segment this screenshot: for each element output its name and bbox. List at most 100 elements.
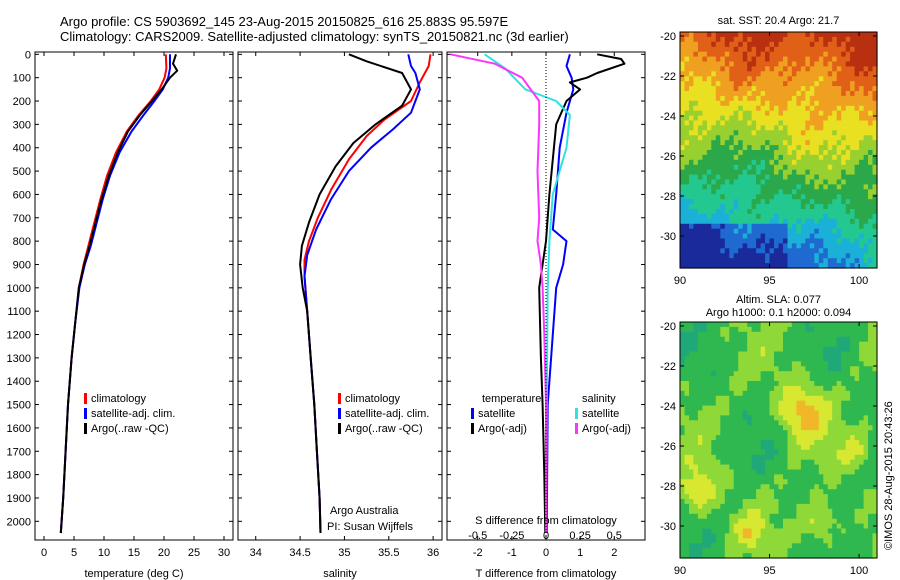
sla-map-cell xyxy=(863,469,869,475)
sst-map-cell xyxy=(715,140,721,146)
sst-map-cell xyxy=(845,86,851,92)
sla-map-cell xyxy=(863,415,869,421)
sst-map-cell xyxy=(756,135,762,141)
sla-map-cell xyxy=(841,518,847,525)
sla-map-cell xyxy=(832,381,838,387)
sst-map-cell xyxy=(868,179,874,185)
sst-map-cell xyxy=(774,66,780,72)
sla-map-cell xyxy=(724,548,730,554)
sla-map-cell xyxy=(850,425,856,431)
sla-map-cell xyxy=(787,336,793,343)
sla-map-cell xyxy=(805,553,811,559)
sst-map-cell xyxy=(747,150,753,156)
sla-map-cell xyxy=(711,499,717,505)
sla-map-cell xyxy=(724,553,730,559)
sla-map-cell xyxy=(854,322,860,328)
sst-map-cell xyxy=(693,228,699,235)
sla-map-cell xyxy=(774,322,780,328)
sla-map-cell xyxy=(769,553,775,559)
sst-map-cell xyxy=(859,184,865,190)
sla-map-xtick-label: 100 xyxy=(850,565,868,577)
sla-map-cell xyxy=(827,326,833,333)
sst-map-cell xyxy=(769,125,775,131)
sst-map-cell xyxy=(742,189,748,195)
temperature-legend-swatch xyxy=(84,423,87,434)
sst-map-cell xyxy=(680,140,686,146)
sst-map-cell xyxy=(800,223,806,230)
sla-map-cell xyxy=(680,410,686,416)
sla-map-cell xyxy=(787,464,793,471)
sst-map-cell xyxy=(733,125,739,131)
sst-map-cell xyxy=(774,110,780,117)
sst-map-cell xyxy=(715,243,721,249)
sst-map-cell xyxy=(720,199,726,205)
sst-map-cell xyxy=(774,76,780,82)
sla-map-cell xyxy=(791,356,797,362)
sla-map-cell xyxy=(823,449,829,456)
sst-map-cell xyxy=(832,174,838,181)
sla-map-cell xyxy=(827,523,833,530)
sla-map-cell xyxy=(689,528,695,534)
sla-map-cell xyxy=(733,322,739,328)
sla-map-cell xyxy=(684,508,690,515)
sla-map-cell xyxy=(805,405,811,412)
sst-map-cell xyxy=(814,130,820,136)
sla-map-cell xyxy=(760,331,766,338)
sst-map-cell xyxy=(859,194,865,200)
sst-map-cell xyxy=(841,125,847,131)
sst-map-cell xyxy=(711,218,717,225)
sla-map-cell xyxy=(805,444,811,451)
sst-map-cell xyxy=(778,41,784,48)
sla-map-cell xyxy=(859,444,865,451)
sla-map-cell xyxy=(814,322,820,328)
sst-map-cell xyxy=(711,105,717,112)
sst-map-cell xyxy=(796,184,802,190)
sst-map-cell xyxy=(774,100,780,107)
sst-map-cell xyxy=(814,238,820,244)
difference-x2label: S difference from climatology xyxy=(475,515,617,527)
sst-map-cell xyxy=(818,115,824,122)
sst-map-cell xyxy=(715,164,721,171)
sla-map-cell xyxy=(845,533,851,539)
sst-map-cell xyxy=(742,150,748,156)
sst-map-cell xyxy=(747,100,753,107)
sst-map-cell xyxy=(827,204,833,210)
sla-map-cell xyxy=(845,410,851,416)
sst-map-cell xyxy=(684,105,690,112)
sst-map-cell xyxy=(791,218,797,225)
sla-map-cell xyxy=(841,484,847,490)
sst-map-cell xyxy=(697,145,703,151)
sla-map-cell xyxy=(724,528,730,534)
sst-map-ytick-label: -22 xyxy=(660,71,676,83)
sst-map-cell xyxy=(841,189,847,195)
sla-map-cell xyxy=(706,435,712,441)
sst-map-cell xyxy=(689,130,695,136)
sst-map-cell xyxy=(863,159,869,166)
sla-map-cell xyxy=(796,449,802,456)
sla-map-cell xyxy=(783,553,789,559)
sst-map-cell xyxy=(872,154,878,161)
sla-map-cell xyxy=(800,523,806,530)
sst-map-cell xyxy=(863,218,869,225)
sla-map-cell xyxy=(769,430,775,436)
sla-map-cell xyxy=(684,499,690,505)
sst-map-cell xyxy=(774,91,780,97)
sst-map-cell xyxy=(751,76,757,82)
sla-map-cell xyxy=(809,479,815,485)
sst-map-cell xyxy=(832,105,838,112)
sla-map-cell xyxy=(693,410,699,416)
sst-map-cell xyxy=(787,95,793,102)
sla-map-cell xyxy=(747,410,753,416)
sla-map-cell xyxy=(809,464,815,471)
sst-map-cell xyxy=(863,209,869,215)
sla-map-cell xyxy=(845,425,851,431)
sla-map-cell xyxy=(809,494,815,500)
sla-map-cell xyxy=(823,440,829,446)
sla-map-cell xyxy=(868,385,874,392)
sst-map-cell xyxy=(823,194,829,200)
sla-map-cell xyxy=(832,415,838,421)
sst-map-cell xyxy=(724,105,730,112)
sst-map-cell xyxy=(805,218,811,225)
sla-map-cell xyxy=(823,366,829,372)
sla-map-cell xyxy=(787,444,793,451)
